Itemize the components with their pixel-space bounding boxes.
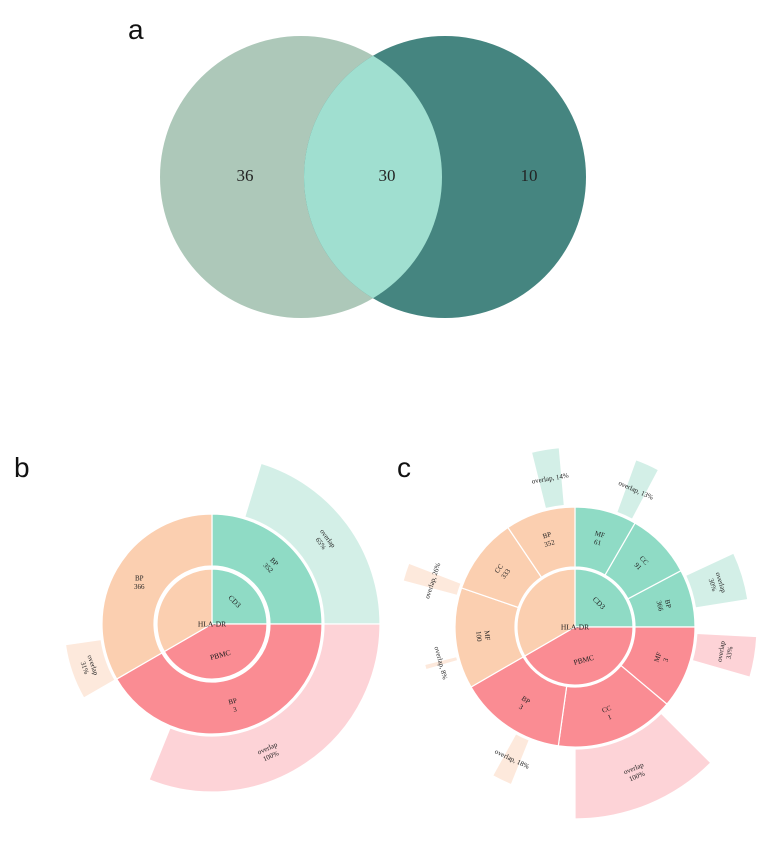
panel-label-c: c <box>397 452 411 483</box>
middle-label-5: BP3 <box>515 694 531 713</box>
center-sector-cd3 <box>574 568 634 628</box>
outer-label-3: overlap33% <box>716 640 736 664</box>
center-label-hla-dr: HLA-DR <box>198 620 226 629</box>
outer-sector-0 <box>684 552 749 609</box>
middle-label-6: MF100 <box>474 630 491 643</box>
outer-sector-4 <box>574 712 712 820</box>
outer-sector-2 <box>64 638 116 699</box>
middle-sector-0 <box>211 513 323 625</box>
middle-label-1: CC91 <box>632 554 651 572</box>
center-sector-pbmc <box>163 623 268 680</box>
middle-sector-8 <box>507 506 576 579</box>
panel-label-a: a <box>128 14 144 45</box>
middle-label-4: CC1 <box>601 704 616 723</box>
middle-sector-2 <box>101 513 213 680</box>
outer-sector-2 <box>530 447 566 510</box>
center-sector-hla-dr <box>516 568 576 657</box>
venn-diagram: 36 30 10 <box>160 36 586 318</box>
middle-label-8: BP352 <box>541 530 556 549</box>
middle-sector-2 <box>574 506 636 576</box>
center-label-hla-dr: HLA-DR <box>561 623 589 632</box>
outer-sector-3 <box>691 632 758 678</box>
middle-label-1: BP3 <box>228 697 241 715</box>
venn-right-count: 10 <box>521 166 538 185</box>
venn-overlap-region <box>304 36 442 318</box>
middle-label-7: CC333 <box>493 562 513 581</box>
sunburst-c: CD3PBMCHLA-DRBP366CC91MF61MF3CC1BP3MF100… <box>402 447 758 820</box>
outer-sector-6 <box>423 655 459 671</box>
venn-overlap-count: 30 <box>379 166 396 185</box>
middle-label-0: BP366 <box>655 598 674 613</box>
venn-left-count: 36 <box>237 166 254 185</box>
middle-label-2: MF61 <box>592 529 606 548</box>
center-sector-hla-dr <box>156 568 213 653</box>
middle-sector-1 <box>604 522 682 600</box>
outer-sector-1 <box>615 458 660 521</box>
middle-label-2: BP 366 <box>134 574 145 591</box>
center-sector-cd3 <box>211 568 268 625</box>
middle-label-3: MF3 <box>652 651 671 666</box>
center-sector-pbmc <box>523 626 634 686</box>
middle-sector-1 <box>115 623 323 735</box>
outer-sector-1 <box>148 623 381 793</box>
outer-sector-5 <box>491 732 531 786</box>
outer-sector-7 <box>402 562 462 597</box>
panel-label-b: b <box>14 452 30 483</box>
